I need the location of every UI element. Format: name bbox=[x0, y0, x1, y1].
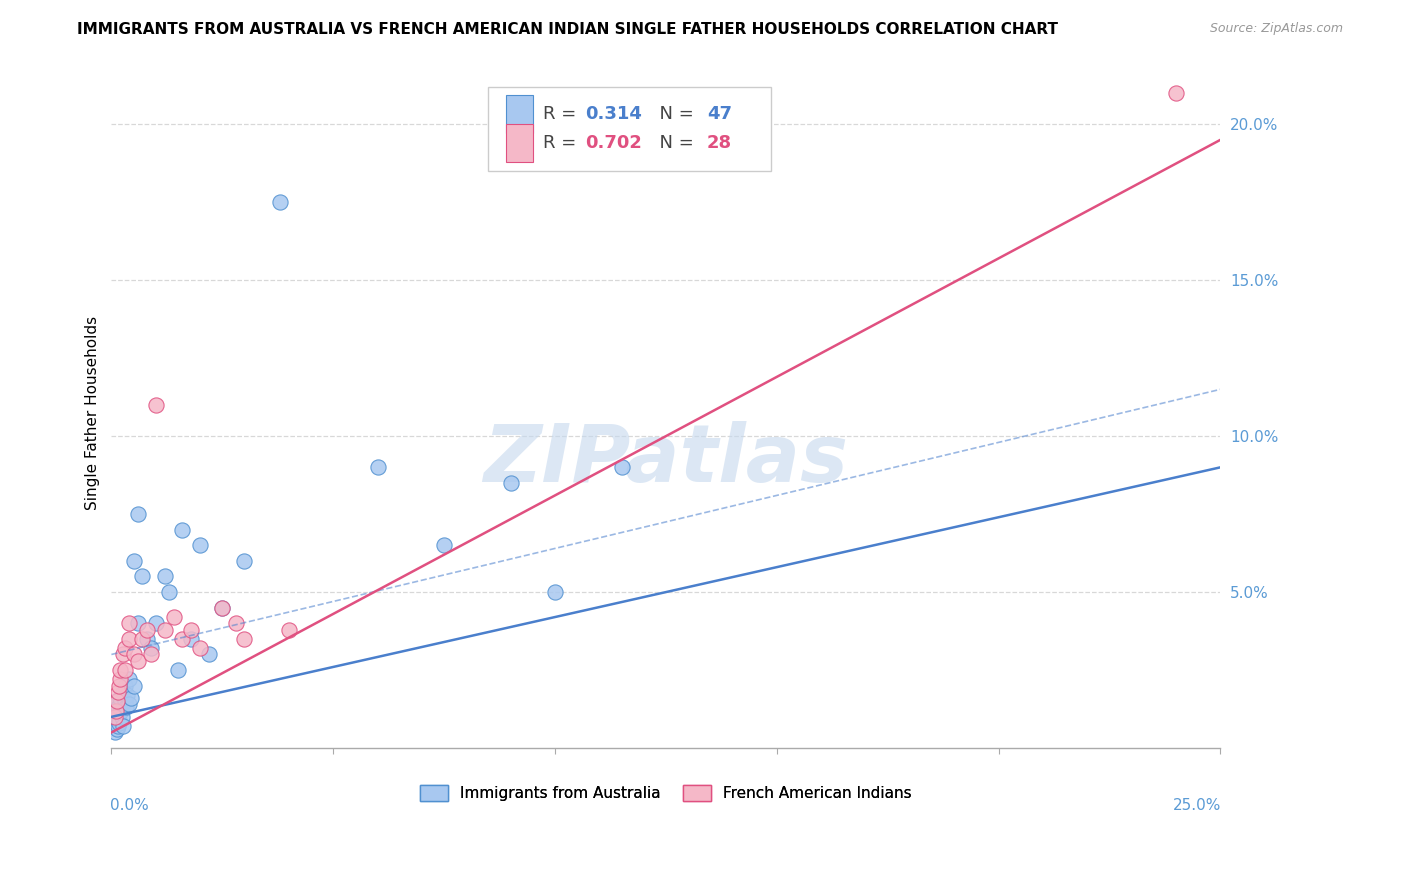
FancyBboxPatch shape bbox=[488, 87, 772, 171]
Point bbox=[153, 623, 176, 637]
Point bbox=[225, 616, 247, 631]
Point bbox=[135, 623, 157, 637]
Point bbox=[211, 600, 233, 615]
Point bbox=[107, 700, 129, 714]
Point bbox=[118, 616, 141, 631]
Text: R =: R = bbox=[543, 134, 582, 152]
Point bbox=[162, 610, 184, 624]
Point bbox=[367, 460, 389, 475]
Text: R =: R = bbox=[543, 105, 582, 123]
Text: ZIPatlas: ZIPatlas bbox=[484, 421, 848, 499]
Point bbox=[198, 648, 221, 662]
Point bbox=[110, 698, 132, 712]
Point bbox=[157, 585, 180, 599]
Point bbox=[188, 641, 211, 656]
Text: 47: 47 bbox=[707, 105, 733, 123]
Point bbox=[105, 694, 128, 708]
Point bbox=[153, 569, 176, 583]
Point bbox=[131, 632, 153, 646]
Point bbox=[145, 398, 167, 412]
Point bbox=[120, 691, 142, 706]
Point bbox=[122, 679, 145, 693]
Point bbox=[107, 685, 129, 699]
Point bbox=[108, 716, 131, 731]
Point bbox=[105, 710, 128, 724]
Point bbox=[118, 698, 141, 712]
Point bbox=[433, 538, 456, 552]
Point bbox=[111, 685, 134, 699]
Point bbox=[269, 195, 291, 210]
Point bbox=[277, 623, 299, 637]
Point bbox=[114, 641, 136, 656]
Point bbox=[211, 600, 233, 615]
Point bbox=[108, 706, 131, 721]
Point bbox=[104, 704, 127, 718]
Point bbox=[141, 641, 163, 656]
Text: 0.314: 0.314 bbox=[585, 105, 641, 123]
Point bbox=[127, 616, 149, 631]
Text: 28: 28 bbox=[707, 134, 733, 152]
Point bbox=[107, 713, 129, 727]
Text: N =: N = bbox=[648, 105, 700, 123]
Point bbox=[105, 723, 128, 737]
Text: IMMIGRANTS FROM AUSTRALIA VS FRENCH AMERICAN INDIAN SINGLE FATHER HOUSEHOLDS COR: IMMIGRANTS FROM AUSTRALIA VS FRENCH AMER… bbox=[77, 22, 1059, 37]
Point bbox=[233, 632, 256, 646]
Point bbox=[127, 654, 149, 668]
Point bbox=[104, 710, 127, 724]
Point bbox=[172, 523, 194, 537]
Point bbox=[110, 673, 132, 687]
Point bbox=[135, 632, 157, 646]
Point bbox=[104, 716, 127, 731]
Point bbox=[141, 648, 163, 662]
Point bbox=[145, 616, 167, 631]
Text: 0.702: 0.702 bbox=[585, 134, 641, 152]
Point bbox=[118, 632, 141, 646]
Point bbox=[180, 632, 202, 646]
Point bbox=[127, 507, 149, 521]
Point bbox=[233, 554, 256, 568]
Point bbox=[114, 700, 136, 714]
Point bbox=[110, 691, 132, 706]
Point bbox=[111, 719, 134, 733]
Point bbox=[104, 694, 127, 708]
Point bbox=[188, 538, 211, 552]
Point bbox=[118, 673, 141, 687]
Point bbox=[499, 475, 522, 490]
Legend: Immigrants from Australia, French American Indians: Immigrants from Australia, French Americ… bbox=[413, 780, 918, 807]
Point bbox=[114, 679, 136, 693]
FancyBboxPatch shape bbox=[506, 95, 533, 133]
Point bbox=[115, 688, 138, 702]
FancyBboxPatch shape bbox=[506, 124, 533, 162]
Text: 0.0%: 0.0% bbox=[110, 798, 149, 814]
Point bbox=[104, 704, 127, 718]
Point bbox=[1164, 86, 1187, 100]
Point bbox=[104, 725, 127, 739]
Point bbox=[107, 719, 129, 733]
Point bbox=[110, 704, 132, 718]
Text: Source: ZipAtlas.com: Source: ZipAtlas.com bbox=[1209, 22, 1343, 36]
Point bbox=[114, 663, 136, 677]
Point bbox=[172, 632, 194, 646]
Point bbox=[610, 460, 633, 475]
Point bbox=[544, 585, 567, 599]
Point bbox=[131, 569, 153, 583]
Point bbox=[111, 648, 134, 662]
Point bbox=[110, 663, 132, 677]
Point bbox=[108, 679, 131, 693]
Point bbox=[114, 694, 136, 708]
Text: N =: N = bbox=[648, 134, 700, 152]
Point bbox=[122, 648, 145, 662]
Text: 25.0%: 25.0% bbox=[1173, 798, 1222, 814]
Y-axis label: Single Father Households: Single Father Households bbox=[86, 316, 100, 510]
Point bbox=[180, 623, 202, 637]
Point bbox=[122, 554, 145, 568]
Point bbox=[167, 663, 190, 677]
Point bbox=[110, 710, 132, 724]
